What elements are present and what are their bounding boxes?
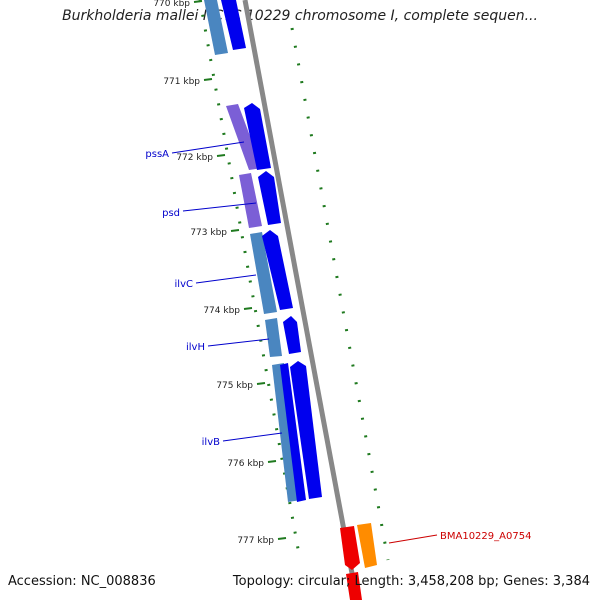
- cds-pssA: [244, 103, 271, 170]
- accession-label: Accession: NC_008836: [8, 574, 156, 589]
- cds-ilvC: [262, 230, 293, 310]
- tick-label: 771 kbp: [163, 77, 200, 87]
- gene-psd-shape: [239, 173, 262, 228]
- outer-dotted-track: [290, 27, 390, 561]
- gene-label-leader: [207, 338, 270, 347]
- tick-label: 774 kbp: [203, 306, 240, 316]
- gene-labels: pssA psd ilvC ilvH ilvB BMA10229_A0754: [145, 141, 531, 544]
- tick-label: 776 kbp: [227, 459, 264, 469]
- gene-label-leader: [182, 202, 257, 212]
- cds-ilvB-b: [290, 361, 322, 499]
- tick-mark: [243, 307, 253, 310]
- tick-label: 777 kbp: [237, 536, 274, 546]
- genome-backbone: [242, 0, 360, 600]
- tick-mark: [267, 460, 277, 463]
- cds-ilvB-a: [280, 363, 306, 502]
- cds-psd: [258, 171, 281, 225]
- gene-label-ilvC: ilvC: [175, 279, 193, 290]
- gene-label-leader: [222, 432, 283, 442]
- tick-label: 772 kbp: [176, 153, 213, 163]
- cds-ilvH: [283, 316, 301, 354]
- gene-bottom-red: [346, 572, 362, 600]
- gene-label-leader: [195, 274, 257, 284]
- gene-label-psd: psd: [162, 208, 180, 219]
- tick-label: 775 kbp: [216, 381, 253, 391]
- tick-marks: 770 kbp 771 kbp 772 kbp 773 kbp 774 kbp 775 k…: [153, 0, 287, 546]
- gene-BMA10229_A0754-red: [340, 526, 360, 570]
- cds-top-blue: [221, 0, 246, 50]
- tick-mark: [193, 0, 203, 3]
- tick-mark: [216, 154, 226, 157]
- tick-mark: [230, 229, 240, 232]
- tick-mark: [256, 382, 266, 385]
- gene-pssA-shape: [226, 104, 262, 170]
- gene-label-leader: [171, 141, 245, 154]
- tick-label: 773 kbp: [190, 228, 227, 238]
- tick-label: 770 kbp: [153, 0, 190, 9]
- tick-mark: [203, 78, 213, 81]
- gene-top-steelblue: [204, 0, 228, 55]
- gene-label-BMA10229_A0754: BMA10229_A0754: [440, 531, 531, 542]
- gene-BMA10229_A0754-orange: [357, 523, 377, 568]
- gene-label-leader: [388, 534, 438, 544]
- gene-ilvC-shape: [250, 232, 277, 314]
- gene-label-pssA: pssA: [145, 149, 169, 160]
- tick-mark: [277, 537, 287, 540]
- map-title: Burkholderia mallei NCTC 10229 chromosom…: [62, 8, 538, 24]
- topology-label: Topology: circular; Length: 3,458,208 bp…: [232, 574, 590, 589]
- gene-label-ilvB: ilvB: [202, 437, 220, 448]
- gene-ilvH-shape: [265, 318, 282, 357]
- gene-label-ilvH: ilvH: [186, 342, 205, 353]
